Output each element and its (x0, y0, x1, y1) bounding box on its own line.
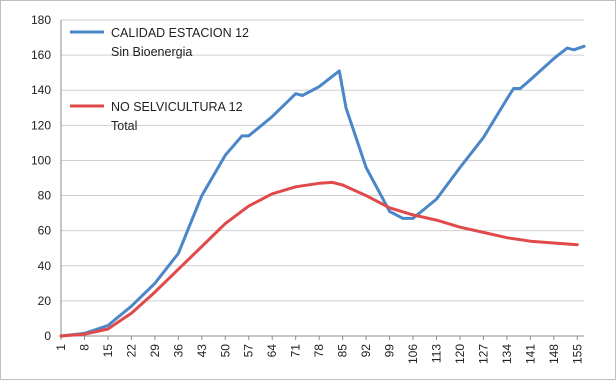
x-tick-label: 155 (570, 344, 584, 364)
y-tick-label: 180 (31, 13, 51, 27)
x-tick-label: 99 (383, 344, 397, 358)
legend-name-0: CALIDAD ESTACION 12 (111, 26, 249, 40)
x-tick-label: 127 (476, 344, 490, 364)
x-tick-label: 78 (312, 344, 326, 358)
y-tick-label: 140 (31, 83, 51, 97)
y-tick-label: 160 (31, 48, 51, 62)
y-axis: 0 20 40 60 80 100 120 140 160 180 (31, 13, 62, 343)
legend-subtitle-0: Sin Bioenergia (111, 45, 192, 59)
y-tick-label: 0 (44, 329, 51, 343)
x-tick-label: 92 (359, 344, 373, 358)
y-tick-label: 80 (38, 189, 52, 203)
y-tick-label: 40 (38, 259, 52, 273)
x-tick-label: 64 (265, 344, 279, 358)
x-axis: 1 8 15 22 29 36 43 50 57 64 71 78 85 92 99 106 113 120 127… (54, 336, 584, 364)
series-lines (59, 44, 586, 338)
series-line-0 (59, 44, 586, 338)
y-tick-label: 120 (31, 118, 51, 132)
x-tick-label: 85 (336, 344, 350, 358)
legend-subtitle-1: Total (111, 119, 137, 133)
x-tick-label: 71 (289, 344, 303, 358)
x-tick-label: 36 (171, 344, 185, 358)
series-line-1 (59, 180, 579, 338)
x-tick-label: 134 (500, 344, 514, 364)
x-tick-label: 22 (124, 344, 138, 358)
legend-name-1: NO SELVICULTURA 12 (111, 100, 243, 114)
x-tick-label: 1 (54, 344, 68, 351)
x-tick-label: 148 (547, 344, 561, 364)
x-tick-label: 50 (218, 344, 232, 358)
x-tick-label: 113 (429, 344, 443, 363)
x-tick-label: 29 (148, 344, 162, 358)
x-tick-label: 57 (242, 344, 256, 358)
x-tick-label: 141 (523, 344, 537, 364)
x-tick-label: 8 (77, 344, 91, 351)
gridlines (61, 19, 584, 337)
x-tick-label: 106 (406, 344, 420, 364)
x-tick-label: 43 (195, 344, 209, 358)
y-tick-label: 20 (38, 294, 52, 308)
legend: CALIDAD ESTACION 12 Sin Bioenergia NO SELV… (70, 26, 249, 133)
x-tick-label: 15 (101, 344, 115, 358)
y-tick-label: 100 (31, 153, 51, 167)
x-tick-label: 120 (453, 344, 467, 364)
y-tick-label: 60 (38, 224, 52, 238)
